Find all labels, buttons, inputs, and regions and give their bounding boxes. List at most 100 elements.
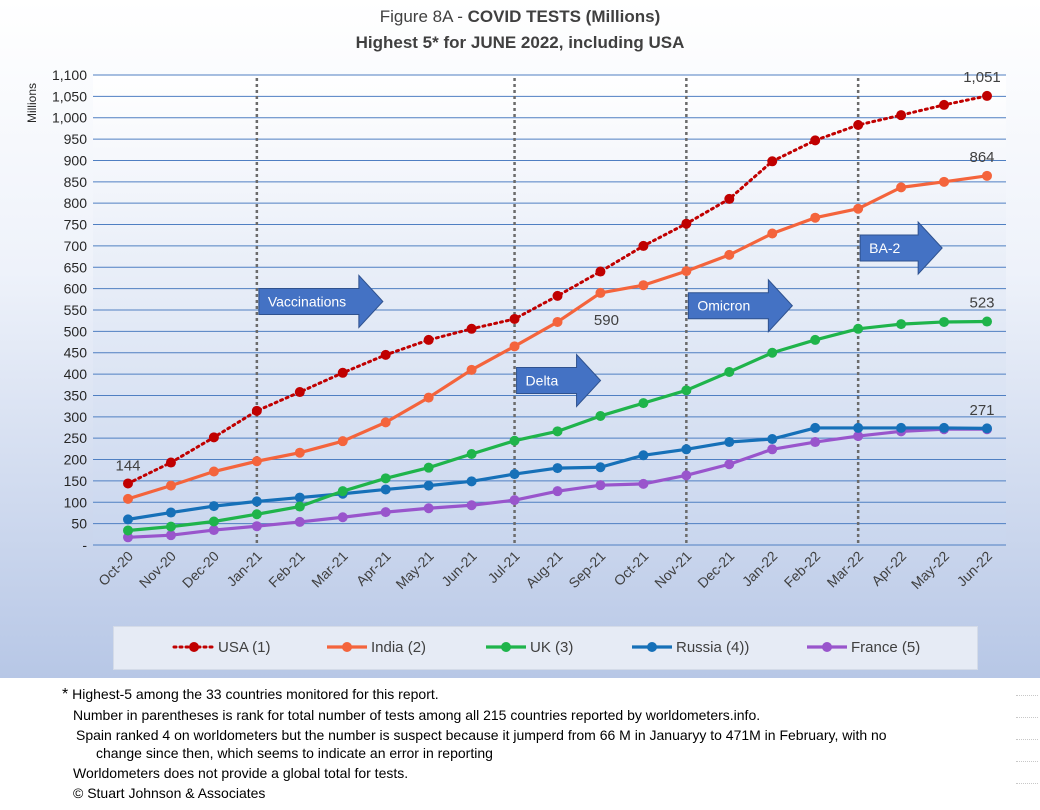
data-point (380, 417, 391, 428)
annotation-arrow (859, 220, 943, 276)
data-point (681, 218, 692, 229)
data-point (724, 193, 735, 204)
data-point (509, 469, 520, 480)
data-point (595, 462, 606, 473)
data-point (208, 432, 219, 443)
legend-label: India (2) (371, 639, 426, 656)
data-point (509, 495, 520, 506)
data-point (165, 507, 176, 518)
y-tick-label: 800 (64, 195, 88, 211)
data-point (810, 437, 821, 448)
data-point (294, 501, 305, 512)
data-point (638, 280, 649, 291)
data-point (466, 476, 477, 487)
data-point (123, 478, 133, 489)
x-tick-label: Jan-21 (223, 548, 265, 590)
y-tick-label: 1,100 (52, 67, 87, 83)
data-label: 271 (969, 402, 994, 419)
x-tick-label: Nov-21 (651, 548, 694, 591)
data-point (595, 410, 606, 421)
x-tick-label: Feb-21 (265, 548, 308, 591)
footnote-5: Worldometers does not provide a global t… (73, 765, 409, 781)
data-point (552, 463, 563, 474)
annotation-ba-2: BA-2 (859, 220, 943, 276)
data-point (165, 480, 176, 491)
annotation-omicron: Omicron (687, 278, 794, 334)
x-tick-label: Jul-21 (484, 548, 522, 586)
y-tick-label: 650 (64, 259, 88, 275)
x-tick-label: Sep-21 (565, 548, 608, 591)
legend-svg: USA (1) India (2) UK (3) Russia (4)) France … (172, 639, 920, 656)
y-tick-label: 300 (64, 409, 88, 425)
x-tick-label: Oct-21 (610, 548, 651, 589)
x-tick-label: Oct-20 (95, 548, 136, 589)
legend-label: France (5) (851, 639, 920, 656)
data-point (294, 387, 305, 398)
data-label: 144 (115, 457, 140, 474)
y-tick-label: 500 (64, 323, 88, 339)
y-tick-label: 700 (64, 238, 88, 254)
data-point (337, 486, 348, 497)
data-point (767, 347, 778, 358)
data-point (123, 493, 133, 504)
data-point (939, 422, 950, 433)
x-tick-label: Feb-22 (781, 548, 824, 591)
legend-marker (189, 642, 199, 652)
data-label: 590 (594, 312, 619, 329)
legend-item-russia-4: Russia (4)) (632, 639, 749, 656)
legend-marker (342, 642, 352, 652)
annotation-arrow (516, 353, 602, 408)
legend-item-france-5: France (5) (807, 639, 920, 656)
legend-label: USA (1) (218, 639, 271, 656)
x-tick-label: Jun-22 (954, 548, 996, 590)
data-point (896, 422, 907, 433)
data-point (595, 480, 606, 491)
data-point (165, 521, 176, 532)
data-point (294, 492, 305, 503)
x-tick-label: Apr-21 (353, 548, 394, 589)
data-point (595, 287, 606, 298)
data-point (853, 422, 864, 433)
chart-subtitle: Highest 5* for JUNE 2022, including USA (355, 33, 685, 52)
data-point (423, 462, 434, 473)
data-point (939, 176, 950, 187)
y-tick-label: 1,050 (52, 88, 87, 104)
y-tick-label: 600 (64, 281, 88, 297)
data-point (380, 484, 391, 495)
data-point (466, 323, 477, 334)
data-point (423, 480, 434, 491)
x-tick-label: Aug-21 (522, 548, 565, 591)
annotation-delta: Delta (516, 353, 602, 408)
data-point (251, 509, 262, 520)
data-point (982, 316, 992, 327)
data-point (853, 323, 864, 334)
data-point (853, 119, 864, 130)
data-point (337, 512, 348, 523)
annotation-label: Delta (526, 373, 559, 389)
legend-item-usa-1: USA (1) (172, 639, 271, 656)
x-tick-label: May-21 (392, 548, 436, 592)
data-point (638, 398, 649, 409)
y-axis-label: Millions (25, 83, 39, 123)
data-label: 1,051 (963, 69, 1001, 86)
data-point (466, 500, 477, 511)
legend-marker (501, 642, 511, 652)
footnote-1: * Highest-5 among the 33 countries monit… (62, 686, 439, 703)
y-tick-label: 850 (64, 174, 88, 190)
data-point (767, 228, 778, 239)
data-point (810, 334, 821, 345)
y-tick-label: - (82, 537, 87, 553)
data-point (896, 319, 907, 330)
data-point (380, 473, 391, 484)
data-point (380, 507, 391, 518)
chart-plot: - 50 100 150 200 250 300 350 400 450 500 550 600 650 7… (25, 67, 1006, 592)
data-point (294, 516, 305, 527)
data-point (767, 434, 778, 445)
data-point (810, 212, 821, 223)
series-russia-4 (123, 422, 992, 525)
data-point (638, 240, 649, 251)
data-point (595, 266, 606, 277)
y-tick-label: 950 (64, 131, 88, 147)
data-point (423, 392, 434, 403)
data-point (896, 110, 907, 121)
